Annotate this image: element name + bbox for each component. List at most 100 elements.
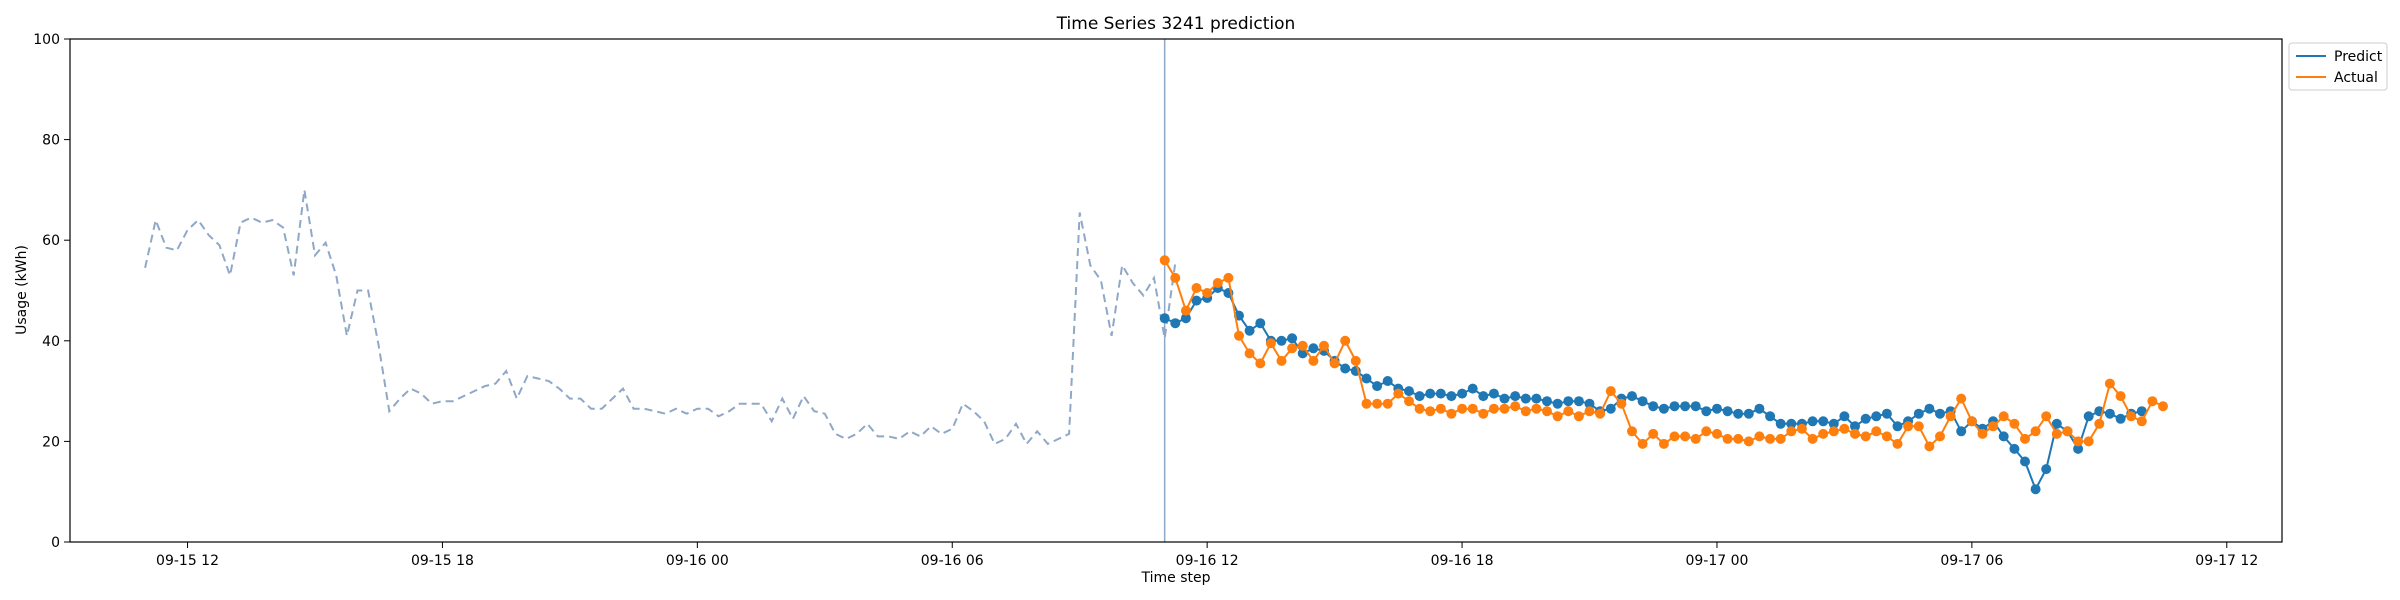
data-point-actual: [1393, 388, 1404, 399]
data-point-actual: [1913, 421, 1924, 432]
data-point-actual: [1265, 338, 1276, 349]
data-point-predict: [1669, 401, 1680, 412]
data-point-actual: [1234, 330, 1244, 341]
data-point-predict: [1414, 391, 1425, 402]
data-point-predict: [1382, 376, 1393, 386]
x-tick-label: 09-16 06: [921, 553, 984, 569]
data-point-predict: [2083, 411, 2094, 422]
data-point-predict: [1850, 421, 1860, 432]
data-point-actual: [1488, 403, 1499, 414]
data-point-predict: [1287, 333, 1298, 344]
x-tick-label: 09-16 00: [666, 553, 729, 569]
series-actual: [1159, 255, 2168, 452]
data-point-actual: [1584, 406, 1595, 417]
y-tick-label: 60: [42, 233, 60, 249]
data-point-actual: [1255, 358, 1266, 369]
data-point-predict: [1913, 408, 1924, 419]
data-point-predict: [1881, 408, 1892, 419]
data-point-predict: [1924, 403, 1935, 414]
data-point-predict: [1308, 343, 1319, 354]
data-point-predict: [1701, 406, 1712, 417]
data-point-predict: [1361, 373, 1372, 384]
data-point-actual: [1786, 426, 1797, 437]
data-point-actual: [2062, 426, 2073, 437]
data-point-predict: [1712, 403, 1722, 414]
data-point-predict: [1786, 418, 1797, 429]
data-point-actual: [1627, 426, 1637, 437]
data-point-predict: [1467, 383, 1478, 394]
data-point-predict: [1510, 391, 1521, 402]
data-point-predict: [1637, 396, 1648, 407]
data-point-predict: [1998, 431, 2009, 442]
data-point-actual: [1180, 305, 1191, 316]
y-axis-label: Usage (kWh): [14, 245, 30, 335]
data-point-actual: [1382, 398, 1393, 409]
x-tick-label: 09-15 18: [411, 553, 474, 569]
data-point-actual: [1531, 403, 1542, 414]
data-point-predict: [1584, 398, 1595, 409]
data-point-predict: [1191, 295, 1202, 306]
data-point-predict: [2020, 456, 2030, 467]
x-axis-label: Time step: [1141, 570, 1211, 586]
data-point-predict: [1765, 411, 1776, 422]
data-point-actual: [1573, 411, 1584, 422]
data-point-actual: [1690, 433, 1701, 444]
data-point-actual: [1435, 403, 1446, 414]
data-point-predict: [1690, 401, 1701, 412]
x-tick-label: 09-16 18: [1431, 553, 1494, 569]
data-point-predict: [1839, 411, 1850, 422]
x-tick-label: 09-17 12: [2195, 553, 2258, 569]
data-point-predict: [1159, 313, 1170, 324]
data-point-actual: [2158, 401, 2168, 412]
data-point-actual: [1478, 408, 1489, 419]
data-point-actual: [1457, 403, 1468, 414]
data-point-actual: [1818, 428, 1829, 439]
data-point-actual: [2147, 396, 2158, 407]
data-point-predict: [1520, 393, 1531, 404]
data-point-predict: [1340, 363, 1351, 374]
data-point-actual: [1319, 340, 1329, 351]
data-point-actual: [1871, 426, 1882, 437]
data-point-actual: [1329, 358, 1340, 369]
data-point-actual: [2009, 418, 2020, 429]
data-point-actual: [1446, 408, 1457, 419]
data-point-actual: [1669, 431, 1680, 442]
legend-label-actual: Actual: [2334, 70, 2378, 86]
y-tick-label: 0: [51, 535, 60, 551]
data-point-predict: [1244, 325, 1255, 336]
data-point-predict: [1807, 416, 1818, 427]
data-point-predict: [1754, 403, 1765, 414]
y-tick-label: 20: [42, 434, 60, 450]
history-series: [144, 189, 1177, 446]
data-point-actual: [1542, 406, 1552, 417]
data-point-actual: [2094, 418, 2105, 429]
data-point-actual: [1998, 411, 2009, 422]
data-point-predict: [1658, 403, 1669, 414]
data-point-predict: [1605, 403, 1616, 414]
data-point-actual: [2083, 436, 2094, 447]
data-point-actual: [1712, 428, 1722, 439]
data-point-actual: [1637, 438, 1648, 449]
data-point-actual: [1680, 431, 1691, 442]
plot-frame: [69, 38, 2283, 543]
data-point-predict: [1435, 388, 1446, 399]
x-tick-label: 09-17 00: [1685, 553, 1748, 569]
data-point-predict: [1170, 318, 1181, 329]
data-point-predict: [1457, 388, 1468, 399]
data-point-predict: [1372, 381, 1383, 392]
data-point-actual: [1244, 348, 1255, 359]
data-point-actual: [1372, 398, 1383, 409]
data-point-predict: [2009, 443, 2020, 454]
data-point-predict: [1818, 416, 1829, 427]
data-point-predict: [2051, 418, 2062, 429]
data-point-actual: [1595, 408, 1606, 419]
data-point-actual: [1743, 436, 1754, 447]
data-point-predict: [2030, 484, 2041, 495]
data-point-predict: [1255, 318, 1266, 329]
data-point-predict: [2136, 406, 2147, 417]
data-point-predict: [1552, 398, 1563, 409]
data-point-predict: [1531, 393, 1542, 404]
data-point-actual: [1966, 416, 1977, 427]
data-point-actual: [1308, 355, 1319, 366]
data-point-predict: [1499, 393, 1510, 404]
